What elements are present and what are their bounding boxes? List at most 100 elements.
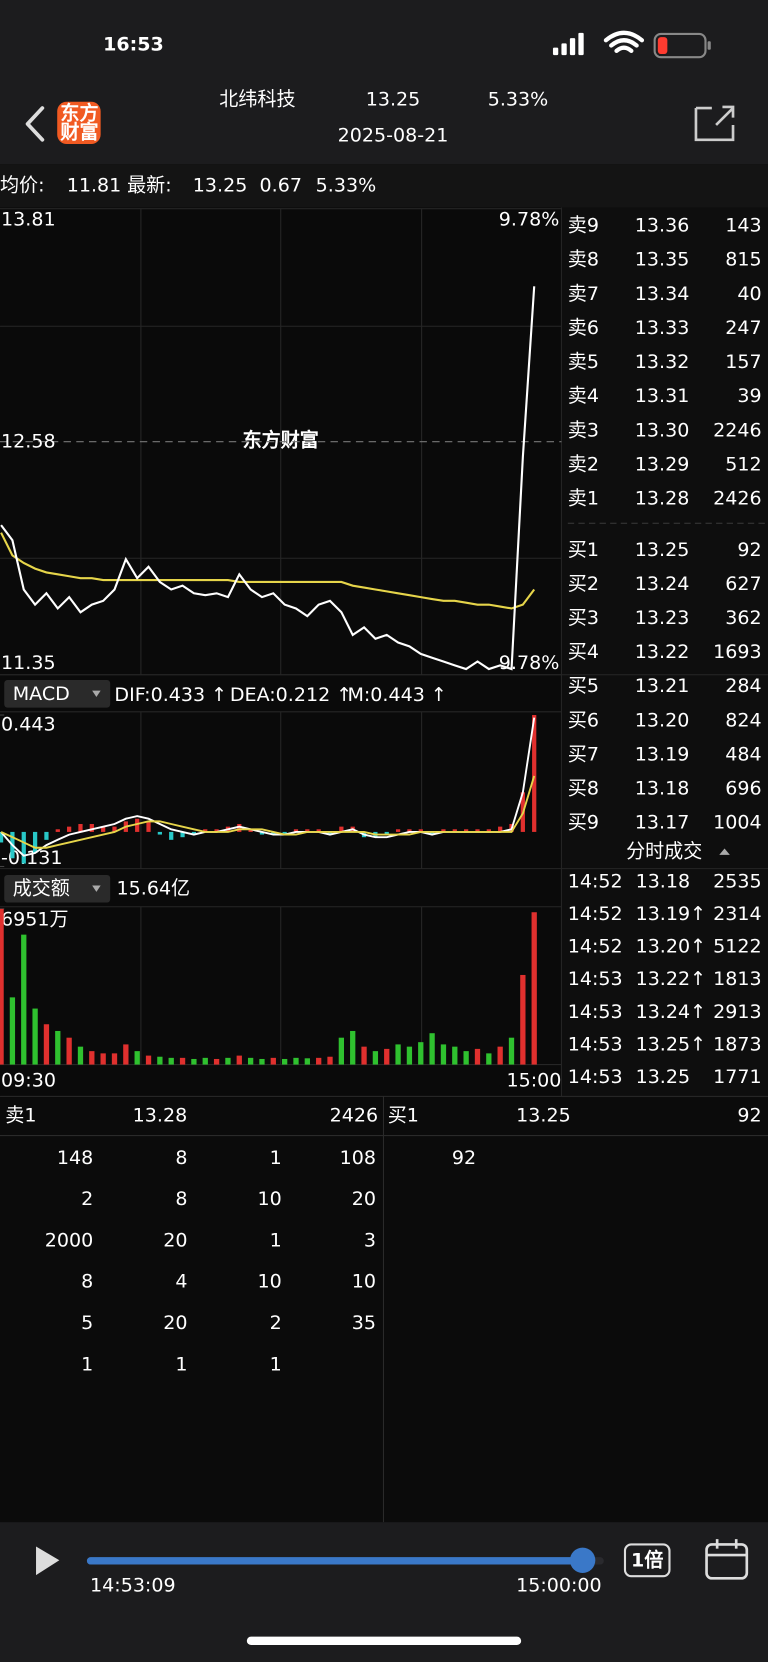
volume-bar [452,1046,458,1065]
trade-volume: 5122 [713,936,761,958]
macd-bar [32,831,38,854]
ask-order: 1 [270,1353,282,1375]
book-volume: 362 [725,607,761,629]
ask-order: 20 [352,1188,376,1210]
legend-entry: DIF:0.433 ↑ [114,684,227,706]
book-label: 买8 [568,778,599,800]
trade-volume: 1771 [713,1066,761,1088]
macd-bar [101,826,106,832]
slider-knob[interactable] [569,1547,596,1574]
queue-lines [0,1095,768,1523]
indicator-select[interactable] [4,680,111,708]
book-price: 13.33 [635,317,690,339]
volume-bar [395,1044,401,1065]
indicator-select[interactable] [4,874,111,903]
macd-bar [384,831,389,835]
book-volume: 824 [725,709,761,731]
trade-volume: 1813 [713,968,761,990]
header-price: 13.25 [366,89,421,111]
trade-price: 13.18 [636,870,691,892]
book-price: 13.23 [635,607,690,629]
volume-bar [327,1056,333,1065]
trade-price: 13.22↑ [636,968,707,990]
macd-bar [191,831,197,835]
volume-bar [9,997,16,1065]
book-label: 买1 [568,539,599,561]
trade-time: 14:52 [568,903,623,925]
change-value: 0.67 [260,174,302,196]
y-tick-label: 13.81 [1,208,56,230]
book-price: 13.32 [635,351,690,373]
volume-bar [316,1057,322,1065]
book-volume: 2426 [713,487,761,509]
volume-bar [100,1053,106,1065]
volume-bar [236,1055,242,1065]
macd-bar [441,829,446,832]
ask-order: 8 [175,1188,187,1210]
battery-icon [653,32,707,59]
macd-bar [429,831,435,835]
book-label: 买9 [568,812,599,834]
book-volume: 627 [725,573,761,595]
book-price: 13.20 [635,709,690,731]
book-volume: 696 [725,778,761,800]
volume-bar [304,1058,310,1065]
signal-icon [552,32,584,56]
book-volume: 284 [725,675,761,697]
macd-bar [475,829,480,832]
volume-bar [508,1037,515,1065]
clock: 16:53 [103,33,164,55]
pct-label: 9.78% [499,652,560,674]
share-button[interactable] [694,105,735,142]
volume-bar [418,1042,424,1065]
macd-bar [316,829,321,832]
macd-bar [146,821,151,832]
calendar-button[interactable] [705,1539,749,1580]
book-label: 买7 [568,743,599,765]
speed-button[interactable] [623,1543,671,1578]
trade-price: 13.20↑ [636,936,707,958]
play-button[interactable] [36,1546,60,1576]
book-volume: 39 [737,385,761,407]
book-price: 13.31 [635,385,690,407]
volume-bar [191,1058,197,1065]
book-volume: 247 [725,317,761,339]
book-label: 买4 [568,641,599,663]
header-change: 5.33% [488,89,549,111]
macd-bar [248,829,253,832]
ask-order: 2 [270,1312,282,1334]
macd-bar [237,823,242,832]
back-button[interactable] [25,106,45,142]
ask-order: 10 [258,1188,282,1210]
volume-bar [293,1057,299,1065]
macd-bar [21,831,26,864]
macd-bar [89,823,94,832]
volume-bar [157,1056,163,1065]
avg-line [0,532,536,610]
macd-bar [327,831,333,835]
book-price: 13.29 [635,453,690,475]
book-label: 卖9 [568,215,599,237]
trade-volume: 2913 [713,1001,761,1023]
macd-bar [203,829,208,832]
volume-bar [429,1033,435,1065]
x-tick-label: 09:30 [1,1069,56,1091]
book-label: 买2 [568,573,599,595]
latest-value: 13.25 [193,174,248,196]
sort-icon [719,848,730,855]
volume-bar [0,908,4,1065]
y-tick-label: -0.131 [1,847,62,869]
trade-volume: 1873 [713,1033,761,1055]
trade-time: 14:53 [568,1066,623,1088]
trade-volume: 2314 [713,903,761,925]
trade-price: 13.24↑ [636,1001,707,1023]
logo-text: 东方 [60,101,98,124]
book-price: 13.21 [635,675,690,697]
ask-order: 10 [352,1271,376,1293]
macd-line [0,775,536,849]
macd-bar [259,831,265,835]
ask-order: 20 [163,1312,187,1334]
macd-bar [271,831,276,835]
